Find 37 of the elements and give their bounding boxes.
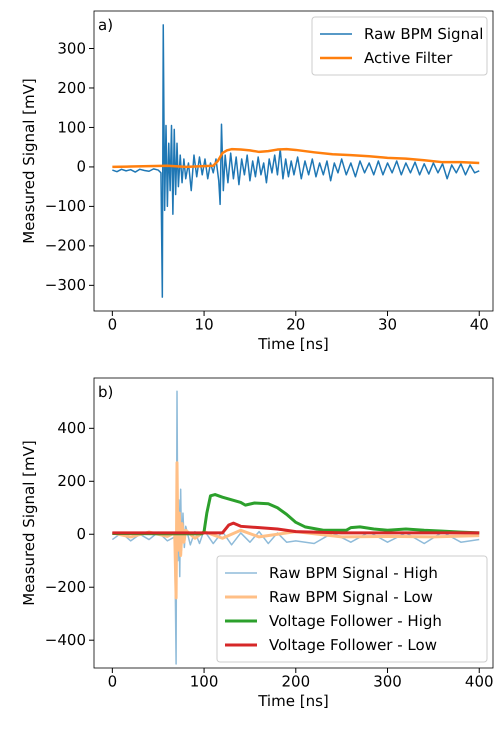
y-axis-title: Measured Signal [mV] <box>20 78 38 244</box>
y-tick-label: −100 <box>44 197 86 216</box>
x-tick-label: 400 <box>464 672 494 691</box>
legend-label: Raw BPM Signal - Low <box>269 588 433 606</box>
y-tick-label: 0 <box>76 158 86 176</box>
annotation: a) <box>98 16 114 34</box>
y-tick-label: 200 <box>57 78 86 97</box>
legend-label: Raw BPM Signal - High <box>269 564 438 582</box>
legend-label: Voltage Follower - High <box>269 612 442 630</box>
line-series <box>112 24 480 298</box>
y-tick-label: −200 <box>44 236 86 255</box>
line-series <box>111 148 480 168</box>
x-tick-label: 0 <box>108 672 118 691</box>
legend-label: Raw BPM Signal <box>364 25 484 43</box>
y-tick-label: 200 <box>57 472 86 490</box>
x-axis-title: Time [ns] <box>257 692 329 710</box>
line-series <box>110 522 481 534</box>
y-tick-label: 400 <box>57 419 86 438</box>
annotation: b) <box>98 383 114 401</box>
y-tick-label: −200 <box>44 578 86 596</box>
x-tick-label: 30 <box>378 316 398 334</box>
legend-label: Voltage Follower - Low <box>269 636 437 654</box>
x-tick-label: 10 <box>194 316 214 334</box>
x-axis-title: Time [ns] <box>257 335 329 353</box>
x-tick-label: 200 <box>281 672 310 691</box>
y-tick-label: −300 <box>44 276 86 294</box>
x-tick-label: 100 <box>190 672 218 691</box>
x-tick-label: 0 <box>108 316 118 334</box>
x-tick-label: 20 <box>286 316 306 334</box>
y-tick-label: 100 <box>57 118 86 136</box>
y-tick-label: 300 <box>57 39 86 58</box>
y-tick-label: 0 <box>76 525 86 544</box>
x-tick-label: 300 <box>373 672 402 691</box>
y-axis-title: Measured Signal [mV] <box>20 440 38 606</box>
legend-label: Active Filter <box>364 49 454 67</box>
y-tick-label: −400 <box>44 630 86 649</box>
x-tick-label: 40 <box>470 316 489 334</box>
